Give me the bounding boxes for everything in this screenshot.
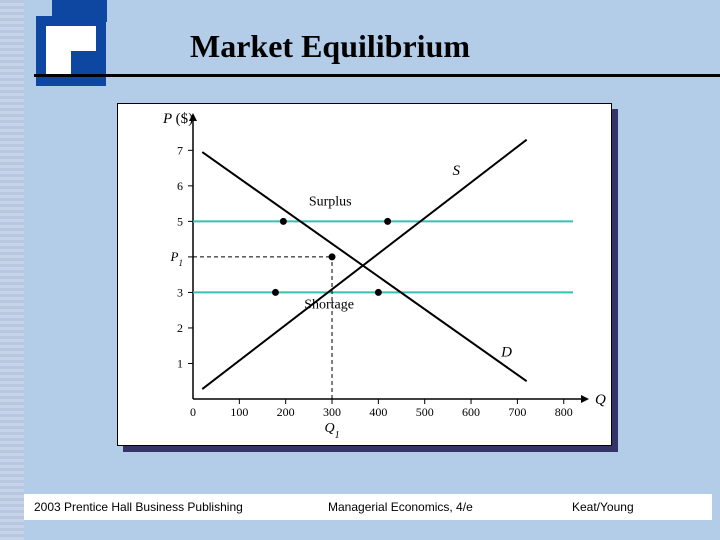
svg-text:7: 7 — [177, 143, 183, 157]
footer-authors: Keat/Young — [572, 500, 634, 514]
supply-demand-chart: 0100200300400500600700800Q1Q123P1567P ($… — [118, 104, 611, 445]
footer-book: Managerial Economics, 4/e — [328, 500, 473, 514]
svg-text:800: 800 — [555, 405, 573, 419]
svg-text:600: 600 — [462, 405, 480, 419]
left-stripe — [0, 0, 24, 540]
svg-text:2: 2 — [177, 321, 183, 335]
svg-text:Q: Q — [595, 392, 606, 408]
slide-title: Market Equilibrium — [190, 28, 470, 65]
svg-text:D: D — [500, 344, 512, 360]
svg-text:500: 500 — [416, 405, 434, 419]
svg-text:700: 700 — [508, 405, 526, 419]
svg-text:P ($): P ($) — [162, 111, 193, 127]
svg-text:Surplus: Surplus — [309, 194, 352, 209]
svg-text:200: 200 — [277, 405, 295, 419]
footer-publisher: 2003 Prentice Hall Business Publishing — [34, 500, 243, 514]
svg-text:3: 3 — [177, 285, 183, 299]
title-underline — [34, 74, 720, 77]
svg-text:400: 400 — [369, 405, 387, 419]
svg-text:S: S — [453, 163, 461, 179]
svg-text:300: 300 — [323, 405, 341, 419]
svg-text:P1: P1 — [170, 249, 183, 268]
svg-text:1: 1 — [177, 356, 183, 370]
logo-inner-square — [71, 51, 106, 86]
svg-text:6: 6 — [177, 179, 183, 193]
svg-text:Q1: Q1 — [324, 421, 339, 441]
svg-text:5: 5 — [177, 214, 183, 228]
chart-container: 0100200300400500600700800Q1Q123P1567P ($… — [117, 103, 612, 446]
svg-text:100: 100 — [230, 405, 248, 419]
slide: Market Equilibrium 0 100 200 300 400 500 600 70… — [0, 0, 720, 540]
svg-text:Shortage: Shortage — [304, 297, 354, 312]
svg-text:0: 0 — [190, 405, 196, 419]
